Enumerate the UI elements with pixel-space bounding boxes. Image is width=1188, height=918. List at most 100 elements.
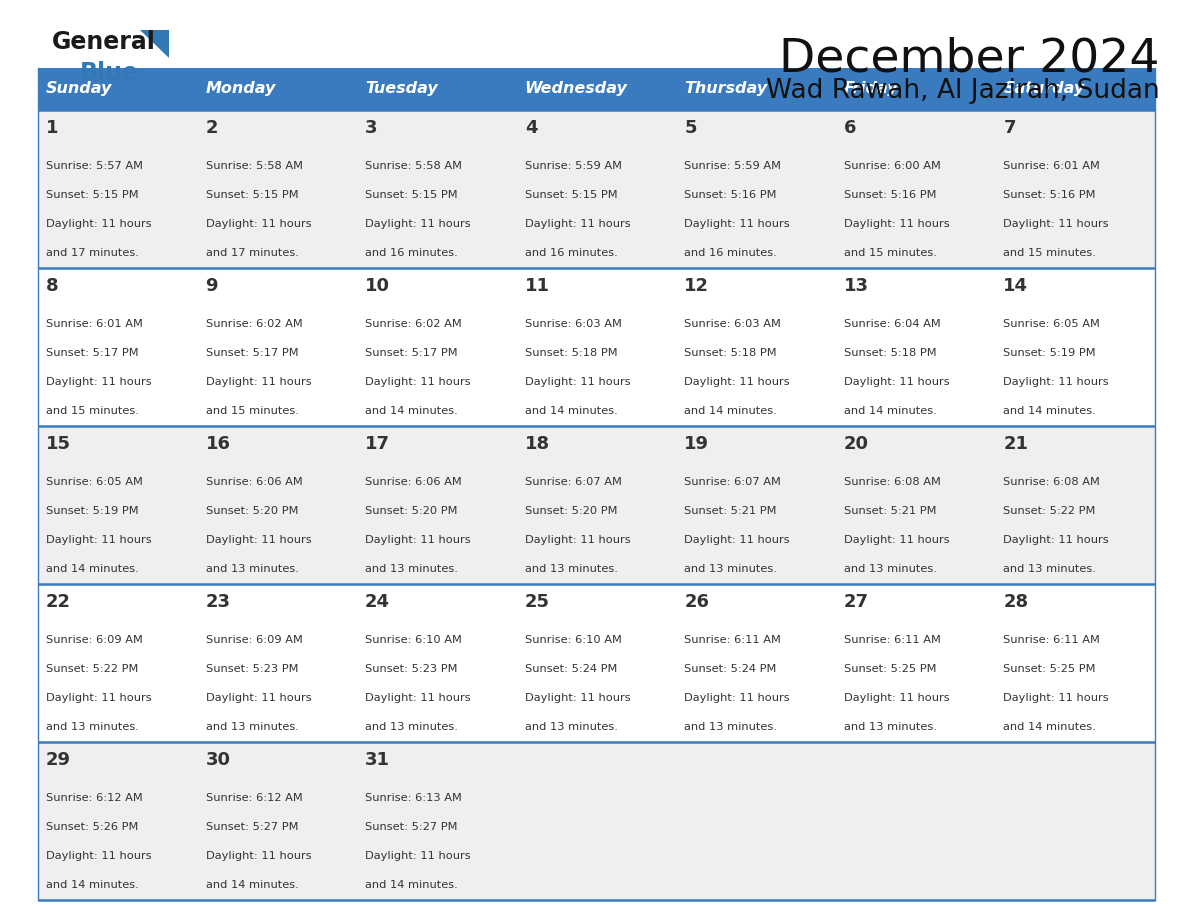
Text: Daylight: 11 hours: Daylight: 11 hours — [525, 535, 631, 545]
Text: 25: 25 — [525, 593, 550, 611]
Text: 22: 22 — [46, 593, 71, 611]
Text: and 13 minutes.: and 13 minutes. — [684, 722, 777, 733]
Text: Sunrise: 5:59 AM: Sunrise: 5:59 AM — [684, 161, 782, 171]
Text: Sunrise: 6:11 AM: Sunrise: 6:11 AM — [843, 634, 941, 644]
Text: and 14 minutes.: and 14 minutes. — [46, 880, 139, 890]
Text: Sunrise: 6:10 AM: Sunrise: 6:10 AM — [365, 634, 462, 644]
Text: Sunset: 5:15 PM: Sunset: 5:15 PM — [46, 190, 139, 200]
Text: Daylight: 11 hours: Daylight: 11 hours — [684, 219, 790, 229]
Text: Sunrise: 6:03 AM: Sunrise: 6:03 AM — [684, 319, 782, 329]
Text: Sunrise: 6:01 AM: Sunrise: 6:01 AM — [1004, 161, 1100, 171]
Text: Wad Rawah, Al Jazirah, Sudan: Wad Rawah, Al Jazirah, Sudan — [766, 78, 1159, 104]
Bar — [38, 268, 1155, 426]
Text: Sunrise: 6:03 AM: Sunrise: 6:03 AM — [525, 319, 621, 329]
Text: Daylight: 11 hours: Daylight: 11 hours — [843, 219, 949, 229]
Text: Sunset: 5:18 PM: Sunset: 5:18 PM — [684, 348, 777, 358]
Text: Sunrise: 5:57 AM: Sunrise: 5:57 AM — [46, 161, 143, 171]
Text: Sunrise: 6:04 AM: Sunrise: 6:04 AM — [843, 319, 941, 329]
Text: and 15 minutes.: and 15 minutes. — [46, 407, 139, 416]
Text: Sunrise: 6:07 AM: Sunrise: 6:07 AM — [684, 476, 782, 487]
Text: Daylight: 11 hours: Daylight: 11 hours — [46, 219, 152, 229]
Text: Daylight: 11 hours: Daylight: 11 hours — [206, 535, 311, 545]
Text: Sunrise: 6:06 AM: Sunrise: 6:06 AM — [365, 476, 462, 487]
Text: and 14 minutes.: and 14 minutes. — [684, 407, 777, 416]
Text: Sunrise: 6:07 AM: Sunrise: 6:07 AM — [525, 476, 621, 487]
Text: 11: 11 — [525, 277, 550, 296]
Text: 1: 1 — [46, 119, 58, 138]
Text: and 13 minutes.: and 13 minutes. — [1004, 565, 1097, 575]
Text: Daylight: 11 hours: Daylight: 11 hours — [525, 377, 631, 387]
Text: and 14 minutes.: and 14 minutes. — [843, 407, 936, 416]
Text: Sunset: 5:15 PM: Sunset: 5:15 PM — [206, 190, 298, 200]
Bar — [38, 110, 1155, 268]
Text: Daylight: 11 hours: Daylight: 11 hours — [206, 851, 311, 861]
Text: 24: 24 — [365, 593, 390, 611]
Text: Daylight: 11 hours: Daylight: 11 hours — [46, 693, 152, 703]
Text: Sunset: 5:18 PM: Sunset: 5:18 PM — [525, 348, 618, 358]
Text: Sunset: 5:27 PM: Sunset: 5:27 PM — [365, 822, 457, 832]
Text: Sunrise: 6:13 AM: Sunrise: 6:13 AM — [365, 792, 462, 802]
Text: Sunrise: 5:59 AM: Sunrise: 5:59 AM — [525, 161, 621, 171]
Text: Sunrise: 6:00 AM: Sunrise: 6:00 AM — [843, 161, 941, 171]
Bar — [996, 68, 1155, 110]
Text: Daylight: 11 hours: Daylight: 11 hours — [365, 219, 470, 229]
Text: Daylight: 11 hours: Daylight: 11 hours — [843, 377, 949, 387]
Text: and 13 minutes.: and 13 minutes. — [365, 565, 459, 575]
Text: Sunset: 5:25 PM: Sunset: 5:25 PM — [1004, 664, 1095, 674]
Text: and 14 minutes.: and 14 minutes. — [525, 407, 618, 416]
Text: and 15 minutes.: and 15 minutes. — [206, 407, 298, 416]
Text: Daylight: 11 hours: Daylight: 11 hours — [684, 377, 790, 387]
Text: Sunrise: 6:08 AM: Sunrise: 6:08 AM — [843, 476, 941, 487]
Text: Daylight: 11 hours: Daylight: 11 hours — [525, 219, 631, 229]
Text: Sunrise: 6:12 AM: Sunrise: 6:12 AM — [206, 792, 302, 802]
Text: Sunrise: 6:02 AM: Sunrise: 6:02 AM — [365, 319, 462, 329]
Text: Sunset: 5:27 PM: Sunset: 5:27 PM — [206, 822, 298, 832]
Text: 17: 17 — [365, 435, 390, 453]
Text: Sunset: 5:24 PM: Sunset: 5:24 PM — [525, 664, 617, 674]
Text: 3: 3 — [365, 119, 378, 138]
Text: and 13 minutes.: and 13 minutes. — [525, 565, 618, 575]
Text: and 13 minutes.: and 13 minutes. — [365, 722, 459, 733]
Text: 18: 18 — [525, 435, 550, 453]
Text: Sunset: 5:18 PM: Sunset: 5:18 PM — [843, 348, 936, 358]
Text: Sunrise: 6:06 AM: Sunrise: 6:06 AM — [206, 476, 302, 487]
Text: Saturday: Saturday — [1004, 82, 1085, 96]
Text: 16: 16 — [206, 435, 230, 453]
Text: 29: 29 — [46, 752, 71, 769]
Text: Sunrise: 6:12 AM: Sunrise: 6:12 AM — [46, 792, 143, 802]
Text: 21: 21 — [1004, 435, 1029, 453]
Text: 10: 10 — [365, 277, 390, 296]
Bar — [38, 68, 197, 110]
Text: Sunset: 5:16 PM: Sunset: 5:16 PM — [684, 190, 777, 200]
Text: and 15 minutes.: and 15 minutes. — [843, 248, 936, 258]
Text: Sunrise: 6:01 AM: Sunrise: 6:01 AM — [46, 319, 143, 329]
Text: Daylight: 11 hours: Daylight: 11 hours — [206, 219, 311, 229]
Text: Sunset: 5:20 PM: Sunset: 5:20 PM — [525, 506, 618, 516]
Text: Sunset: 5:22 PM: Sunset: 5:22 PM — [1004, 506, 1095, 516]
Text: 7: 7 — [1004, 119, 1016, 138]
Text: Sunset: 5:23 PM: Sunset: 5:23 PM — [365, 664, 457, 674]
Text: Sunrise: 6:02 AM: Sunrise: 6:02 AM — [206, 319, 302, 329]
Text: Sunrise: 5:58 AM: Sunrise: 5:58 AM — [365, 161, 462, 171]
Text: and 13 minutes.: and 13 minutes. — [525, 722, 618, 733]
Text: Daylight: 11 hours: Daylight: 11 hours — [365, 535, 470, 545]
Bar — [38, 584, 1155, 742]
Text: Daylight: 11 hours: Daylight: 11 hours — [525, 693, 631, 703]
Text: 28: 28 — [1004, 593, 1029, 611]
Text: Sunset: 5:24 PM: Sunset: 5:24 PM — [684, 664, 777, 674]
Text: and 15 minutes.: and 15 minutes. — [1004, 248, 1097, 258]
Text: 2: 2 — [206, 119, 219, 138]
Text: and 13 minutes.: and 13 minutes. — [206, 722, 298, 733]
Text: Sunrise: 6:09 AM: Sunrise: 6:09 AM — [206, 634, 303, 644]
Text: Daylight: 11 hours: Daylight: 11 hours — [46, 535, 152, 545]
Text: and 17 minutes.: and 17 minutes. — [206, 248, 298, 258]
Text: Sunset: 5:22 PM: Sunset: 5:22 PM — [46, 664, 138, 674]
Text: and 14 minutes.: and 14 minutes. — [1004, 407, 1097, 416]
Text: Sunrise: 6:08 AM: Sunrise: 6:08 AM — [1004, 476, 1100, 487]
Text: Daylight: 11 hours: Daylight: 11 hours — [843, 693, 949, 703]
Text: Daylight: 11 hours: Daylight: 11 hours — [206, 377, 311, 387]
Text: Daylight: 11 hours: Daylight: 11 hours — [1004, 693, 1110, 703]
Text: 12: 12 — [684, 277, 709, 296]
Bar — [197, 68, 358, 110]
Text: General: General — [52, 30, 156, 54]
